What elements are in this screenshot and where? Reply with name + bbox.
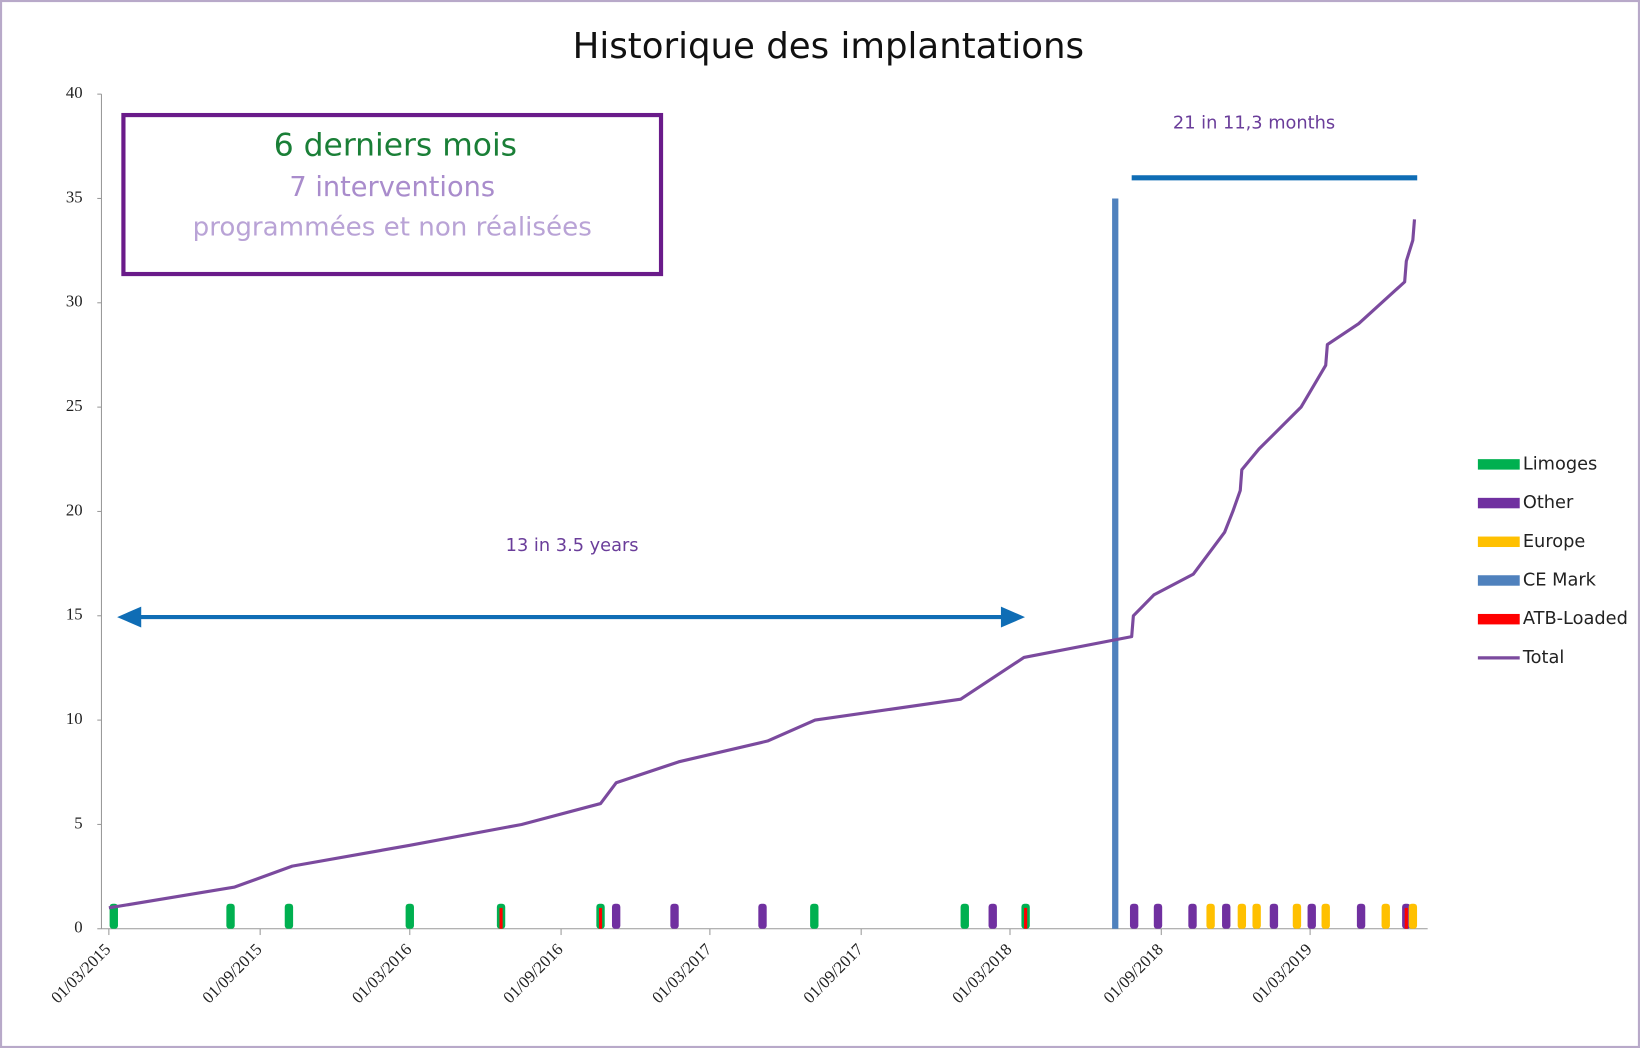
y-tick-label: 0: [74, 918, 82, 937]
event-marker: [670, 903, 679, 929]
box-subtitle: 7 interventions: [289, 172, 495, 203]
event-marker: [758, 903, 767, 929]
legend-label: ATB-Loaded: [1523, 608, 1628, 629]
event-marker: [1321, 903, 1330, 929]
event-marker: [810, 903, 819, 929]
event-marker: [1237, 903, 1247, 929]
y-tick-label: 25: [66, 396, 83, 415]
event-marker: [1188, 903, 1197, 929]
y-tick-label: 15: [66, 605, 83, 624]
arrow-head: [1000, 606, 1025, 628]
legend-swatch: [1477, 575, 1520, 586]
event-marker: [499, 907, 503, 929]
y-tick-label: 10: [66, 709, 83, 728]
info-box: [121, 112, 664, 277]
y-tick-label: 35: [66, 187, 83, 206]
box-title: 6 derniers mois: [274, 127, 517, 163]
y-tick-label: 30: [66, 292, 83, 311]
event-marker: [611, 903, 621, 929]
arrow-head: [117, 606, 142, 628]
event-marker: [226, 903, 235, 929]
event-marker: [1381, 903, 1390, 929]
legend-label: CE Mark: [1523, 569, 1597, 590]
event-marker: [1356, 903, 1366, 929]
event-marker: [598, 907, 603, 929]
legend-label: Other: [1523, 492, 1574, 513]
event-marker: [988, 903, 997, 929]
chart-title: Historique des implantations: [573, 26, 1084, 67]
event-marker: [1269, 903, 1279, 929]
event-marker: [1408, 903, 1418, 929]
legend-label: Total: [1522, 647, 1565, 668]
legend-swatch: [1477, 536, 1520, 548]
legend-swatch: [1477, 459, 1520, 470]
event-marker: [1292, 903, 1302, 929]
event-marker: [1206, 903, 1215, 929]
event-marker: [1129, 903, 1139, 929]
event-marker: [405, 903, 414, 929]
event-marker: [1307, 903, 1316, 929]
y-tick-label: 20: [66, 500, 83, 519]
legend-label: Europe: [1523, 531, 1585, 552]
annotation: 21 in 11,3 months: [1173, 112, 1335, 133]
legend-label: Limoges: [1523, 453, 1597, 474]
legend-swatch: [1477, 497, 1520, 509]
event-marker: [109, 903, 118, 929]
event-marker: [1153, 903, 1163, 929]
legend-swatch: [1477, 613, 1520, 625]
box-note: programmées et non réalisées: [193, 213, 592, 243]
y-tick-label: 40: [66, 83, 83, 102]
event-marker: [284, 903, 294, 929]
event-marker: [1222, 903, 1231, 929]
event-marker: [960, 903, 969, 929]
event-marker: [1024, 907, 1028, 929]
annotation: 13 in 3.5 years: [506, 535, 639, 556]
event-marker: [1404, 907, 1408, 929]
y-tick-label: 5: [74, 813, 82, 832]
event-marker: [1252, 903, 1261, 929]
total-line: [108, 219, 1417, 910]
